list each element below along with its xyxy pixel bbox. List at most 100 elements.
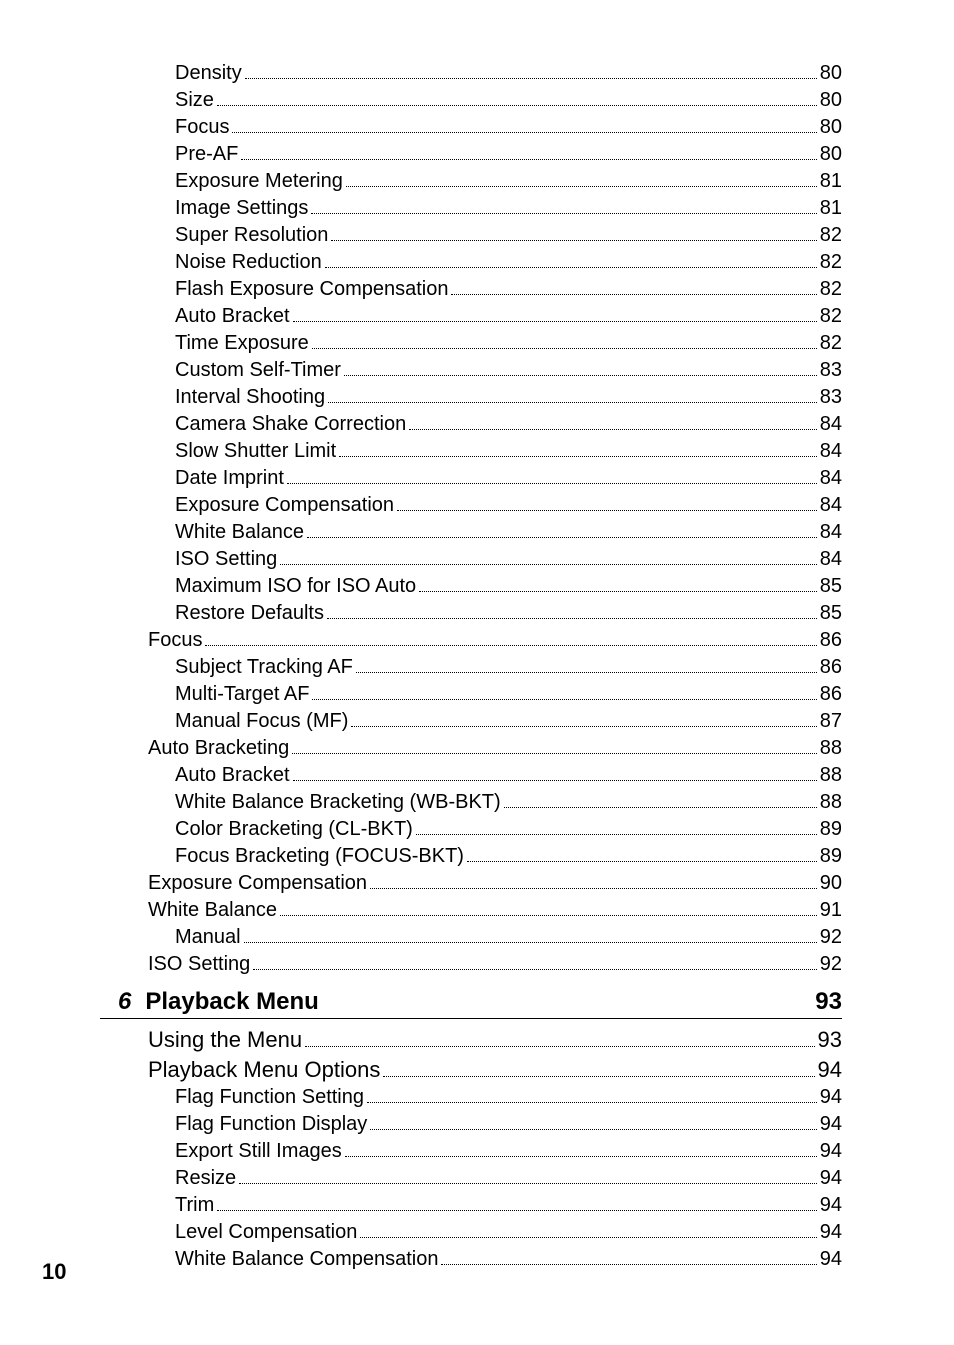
toc-entry[interactable]: Manual Focus (MF) 87 [100,708,842,735]
toc-leader [383,1076,814,1077]
toc-entry[interactable]: Focus86 [100,627,842,654]
toc-entry-label: Date Imprint [175,465,284,492]
toc-entry[interactable]: Playback Menu Options94 [100,1055,842,1085]
toc-entry-label: Manual [175,924,241,951]
toc-entry-page: 80 [820,60,842,87]
toc-entry[interactable]: Color Bracketing (CL-BKT)89 [100,816,842,843]
toc-entry[interactable]: Flag Function Setting94 [100,1084,842,1111]
toc-leader [409,429,817,430]
toc-entry[interactable]: Focus80 [100,114,842,141]
toc-entry-label: Maximum ISO for ISO Auto [175,573,416,600]
toc-leader [245,78,817,79]
toc-leader [293,780,817,781]
toc-leader [292,753,817,754]
toc-entry-label: Pre-AF [175,141,238,168]
toc-entry[interactable]: Flash Exposure Compensation82 [100,276,842,303]
toc-entry-label: Flag Function Setting [175,1084,364,1111]
toc-leader [312,699,816,700]
toc-entry-label: Density [175,60,242,87]
toc-entry[interactable]: Flag Function Display94 [100,1111,842,1138]
toc-entry[interactable]: Using the Menu93 [100,1025,842,1055]
toc-entry-page: 85 [820,573,842,600]
toc-entry-page: 83 [820,384,842,411]
toc-entry[interactable]: Camera Shake Correction84 [100,411,842,438]
toc-entry[interactable]: Subject Tracking AF86 [100,654,842,681]
toc-entry[interactable]: Slow Shutter Limit84 [100,438,842,465]
toc-entry[interactable]: Exposure Compensation84 [100,492,842,519]
toc-leader [217,105,817,106]
toc-entry-label: Manual Focus (MF) [175,708,348,735]
toc-entry[interactable]: Density 80 [100,60,842,87]
toc-entry-page: 82 [820,222,842,249]
toc-entry-label: Size [175,87,214,114]
toc-entry-page: 88 [820,762,842,789]
toc-entry[interactable]: Date Imprint84 [100,465,842,492]
toc-entry-page: 87 [820,708,842,735]
toc-entry[interactable]: Focus Bracketing (FOCUS-BKT)89 [100,843,842,870]
toc-leader [356,672,817,673]
toc-leader [328,402,817,403]
toc-entry-label: White Balance [175,519,304,546]
toc-entry[interactable]: Multi-Target AF86 [100,681,842,708]
toc-entry-page: 83 [820,357,842,384]
toc-entry[interactable]: Interval Shooting83 [100,384,842,411]
toc-leader [419,591,817,592]
toc-entry-label: Level Compensation [175,1219,357,1246]
toc-entry[interactable]: Auto Bracket82 [100,303,842,330]
toc-entry-page: 94 [820,1246,842,1273]
toc-entry[interactable]: Maximum ISO for ISO Auto 85 [100,573,842,600]
toc-entry-page: 81 [820,195,842,222]
toc-leader [451,294,816,295]
toc-entry[interactable]: Manual 92 [100,924,842,951]
toc-leader [339,456,817,457]
toc-leader [307,537,817,538]
toc-entry[interactable]: White Balance91 [100,897,842,924]
toc-entry[interactable]: Exposure Compensation90 [100,870,842,897]
toc-pre-chapter-list: Density80Size80Focus80Pre-AF80Exposure M… [100,60,842,978]
toc-entry[interactable]: Size80 [100,87,842,114]
toc-leader [351,726,816,727]
toc-leader [232,132,816,133]
toc-entry[interactable]: White Balance Bracketing (WB-BKT)88 [100,789,842,816]
toc-entry-page: 84 [820,519,842,546]
toc-entry[interactable]: Image Settings 81 [100,195,842,222]
toc-entry-label: Custom Self-Timer [175,357,341,384]
toc-entry-label: Using the Menu [148,1025,302,1055]
toc-entry-label: Resize [175,1165,236,1192]
toc-leader [344,375,817,376]
toc-entry[interactable]: Custom Self-Timer 83 [100,357,842,384]
toc-leader [367,1102,817,1103]
toc-entry[interactable]: ISO Setting92 [100,951,842,978]
toc-leader [331,240,816,241]
toc-entry[interactable]: ISO Setting84 [100,546,842,573]
toc-entry[interactable]: Pre-AF80 [100,141,842,168]
toc-entry[interactable]: Noise Reduction82 [100,249,842,276]
toc-entry[interactable]: Exposure Metering81 [100,168,842,195]
toc-entry[interactable]: Level Compensation94 [100,1219,842,1246]
toc-entry[interactable]: Export Still Images94 [100,1138,842,1165]
toc-entry-page: 82 [820,303,842,330]
toc-entry[interactable]: Time Exposure82 [100,330,842,357]
toc-entry-page: 92 [820,924,842,951]
toc-entry-page: 82 [820,330,842,357]
toc-entry[interactable]: Restore Defaults85 [100,600,842,627]
chapter-heading-row: 6 Playback Menu 93 [100,988,842,1019]
toc-entry[interactable]: Super Resolution82 [100,222,842,249]
toc-entry-label: Color Bracketing (CL-BKT) [175,816,413,843]
toc-leader [312,348,817,349]
toc-entry[interactable]: Auto Bracketing88 [100,735,842,762]
toc-entry-label: Flash Exposure Compensation [175,276,448,303]
toc-leader [416,834,817,835]
toc-entry[interactable]: White Balance Compensation94 [100,1246,842,1273]
toc-leader [360,1237,816,1238]
toc-entry[interactable]: Trim94 [100,1192,842,1219]
toc-leader [370,888,817,889]
toc-entry-page: 94 [820,1111,842,1138]
toc-leader [370,1129,816,1130]
toc-entry[interactable]: Resize94 [100,1165,842,1192]
toc-leader [217,1210,817,1211]
toc-entry-label: Image Settings [175,195,308,222]
toc-entry-page: 80 [820,114,842,141]
toc-entry[interactable]: Auto Bracket88 [100,762,842,789]
toc-entry[interactable]: White Balance 84 [100,519,842,546]
